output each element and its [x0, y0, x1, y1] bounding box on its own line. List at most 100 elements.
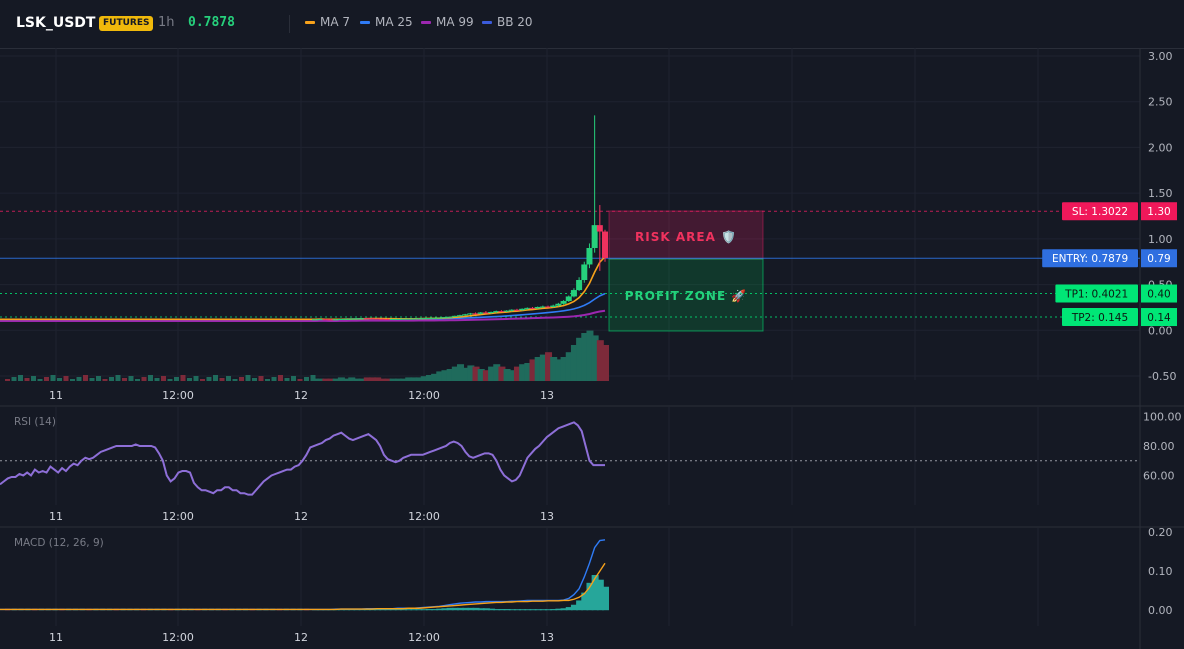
macd-title: MACD (12, 26, 9): [14, 537, 104, 549]
macd-hist-bar-21: [420, 609, 428, 611]
candle-body-53: [586, 248, 593, 265]
volume-hist-5: [37, 379, 43, 381]
rsi-time-label-4: 13: [540, 510, 554, 523]
volume-bar-52: [581, 333, 589, 381]
volume-hist-39: [258, 376, 264, 381]
candle-body-7: [348, 318, 355, 320]
volume-bar-1: [317, 378, 325, 381]
futures-badge: FUTURES: [99, 16, 154, 31]
macd-hist-bar-36: [498, 609, 506, 611]
volume-bar-43: [534, 357, 542, 381]
profit-zone-box: [608, 258, 764, 332]
candle-body-2: [322, 319, 329, 321]
candle-body-52: [581, 264, 588, 280]
volume-hist-12: [83, 375, 88, 381]
legend-ma25[interactable]: MA 25: [360, 15, 413, 29]
volume-hist-24: [161, 376, 166, 381]
ma7-swatch: [305, 21, 315, 24]
volume-hist-21: [141, 377, 147, 381]
volume-hist-27: [180, 375, 186, 381]
candle-body-35: [493, 311, 500, 313]
candles: [312, 115, 608, 321]
candle-body-47: [555, 303, 562, 306]
volume-hist-16: [109, 377, 114, 381]
candle-body-54: [591, 225, 598, 248]
volume-bar-19: [410, 377, 418, 381]
ma25-line: [0, 292, 606, 321]
macd-hist-bar-52: [581, 592, 589, 611]
volume-bar-54: [591, 335, 599, 381]
volume-hist-33: [219, 378, 225, 381]
macd-line: [0, 539, 606, 611]
candle-body-16: [394, 318, 401, 320]
volume-bar-5: [337, 377, 345, 381]
macd-hist-bar-43: [534, 609, 542, 611]
header-divider: [289, 15, 290, 33]
price-tick-0: 3.00: [1148, 50, 1173, 63]
macd-hist-bar-41: [524, 609, 532, 611]
volume-bar-6: [343, 378, 351, 381]
macd-time-label-4: 13: [540, 631, 554, 644]
macd-hist-bar-55: [596, 579, 604, 611]
macd-hist-bar-15: [389, 609, 397, 611]
volume-bar-26: [446, 369, 454, 381]
macd-hist-bar-50: [570, 604, 578, 611]
candle-body-42: [529, 307, 536, 309]
macd-tick-1: 0.10: [1148, 565, 1173, 578]
macd-hist-bar-11: [368, 609, 376, 611]
volume-bar-44: [539, 354, 547, 381]
volume-hist-28: [187, 378, 192, 381]
volume-hist-14: [96, 376, 101, 381]
candle-body-25: [441, 317, 448, 319]
volume-bar-24: [436, 371, 444, 381]
volume-hist-35: [232, 379, 238, 381]
last-price: 0.7878: [188, 15, 235, 30]
macd-hist-bar-28: [457, 607, 464, 611]
volume-hist-19: [128, 376, 134, 381]
legend-ma99[interactable]: MA 99: [421, 15, 474, 29]
macd-hist-bar-48: [560, 608, 568, 611]
sl-tag-label: SL: 1.3022: [1072, 206, 1128, 218]
candle-body-20: [415, 318, 422, 320]
level-tags: SL: 1.3022 1.30 ENTRY: 0.7879 0.79 TP1: 0.40…: [1042, 202, 1177, 327]
volume-bar-33: [482, 370, 490, 381]
legend-ma7[interactable]: MA 7: [305, 15, 350, 29]
volume-bar-53: [586, 330, 594, 381]
macd-hist-bar-34: [488, 608, 496, 611]
candle-body-55: [596, 225, 603, 232]
legend-ma25-label: MA 25: [375, 15, 413, 29]
legend-bb20[interactable]: BB 20: [482, 15, 533, 29]
tp1-tag-label: TP1: 0.4021: [1064, 289, 1128, 301]
volume-bar-18: [405, 377, 413, 381]
macd-hist-bar-32: [477, 608, 485, 611]
interval-label[interactable]: 1h: [158, 15, 175, 30]
rsi-time-label-0: 11: [49, 510, 63, 523]
volume-hist-10: [70, 379, 75, 381]
macd-hist-bar-37: [503, 609, 511, 611]
candle-body-33: [482, 312, 489, 314]
legend-bb20-label: BB 20: [497, 15, 533, 29]
macd-hist-bar-19: [410, 609, 418, 611]
volume-bar-55: [596, 340, 604, 381]
macd-hist-bar-35: [493, 609, 501, 611]
time-axes: 11 12:00 12 12:00 13 11 12:00 12 12:00 13 11 12:00 1…: [49, 389, 554, 644]
macd-tick-2: 0.00: [1148, 604, 1173, 617]
candle-body-6: [343, 318, 350, 320]
symbol-name[interactable]: LSK_USDT: [16, 15, 96, 31]
macd-time-label-3: 12:00: [408, 631, 440, 644]
volume-bar-7: [348, 377, 356, 381]
volume-bar-2: [322, 378, 330, 381]
volume-bar-11: [368, 377, 376, 381]
volume-hist-46: [304, 377, 309, 381]
ma25-swatch: [360, 21, 370, 24]
tp2-tag-box: [1062, 308, 1138, 327]
candle-body-50: [570, 290, 577, 297]
volume-bar-45: [545, 352, 553, 381]
candle-body-36: [498, 311, 505, 313]
volume-hist-13: [89, 378, 95, 381]
entry-axis-box: [1141, 249, 1177, 268]
macd-hist-bar-13: [379, 609, 387, 611]
volume-hist-36: [239, 377, 244, 381]
risk-area-box: [608, 210, 764, 260]
